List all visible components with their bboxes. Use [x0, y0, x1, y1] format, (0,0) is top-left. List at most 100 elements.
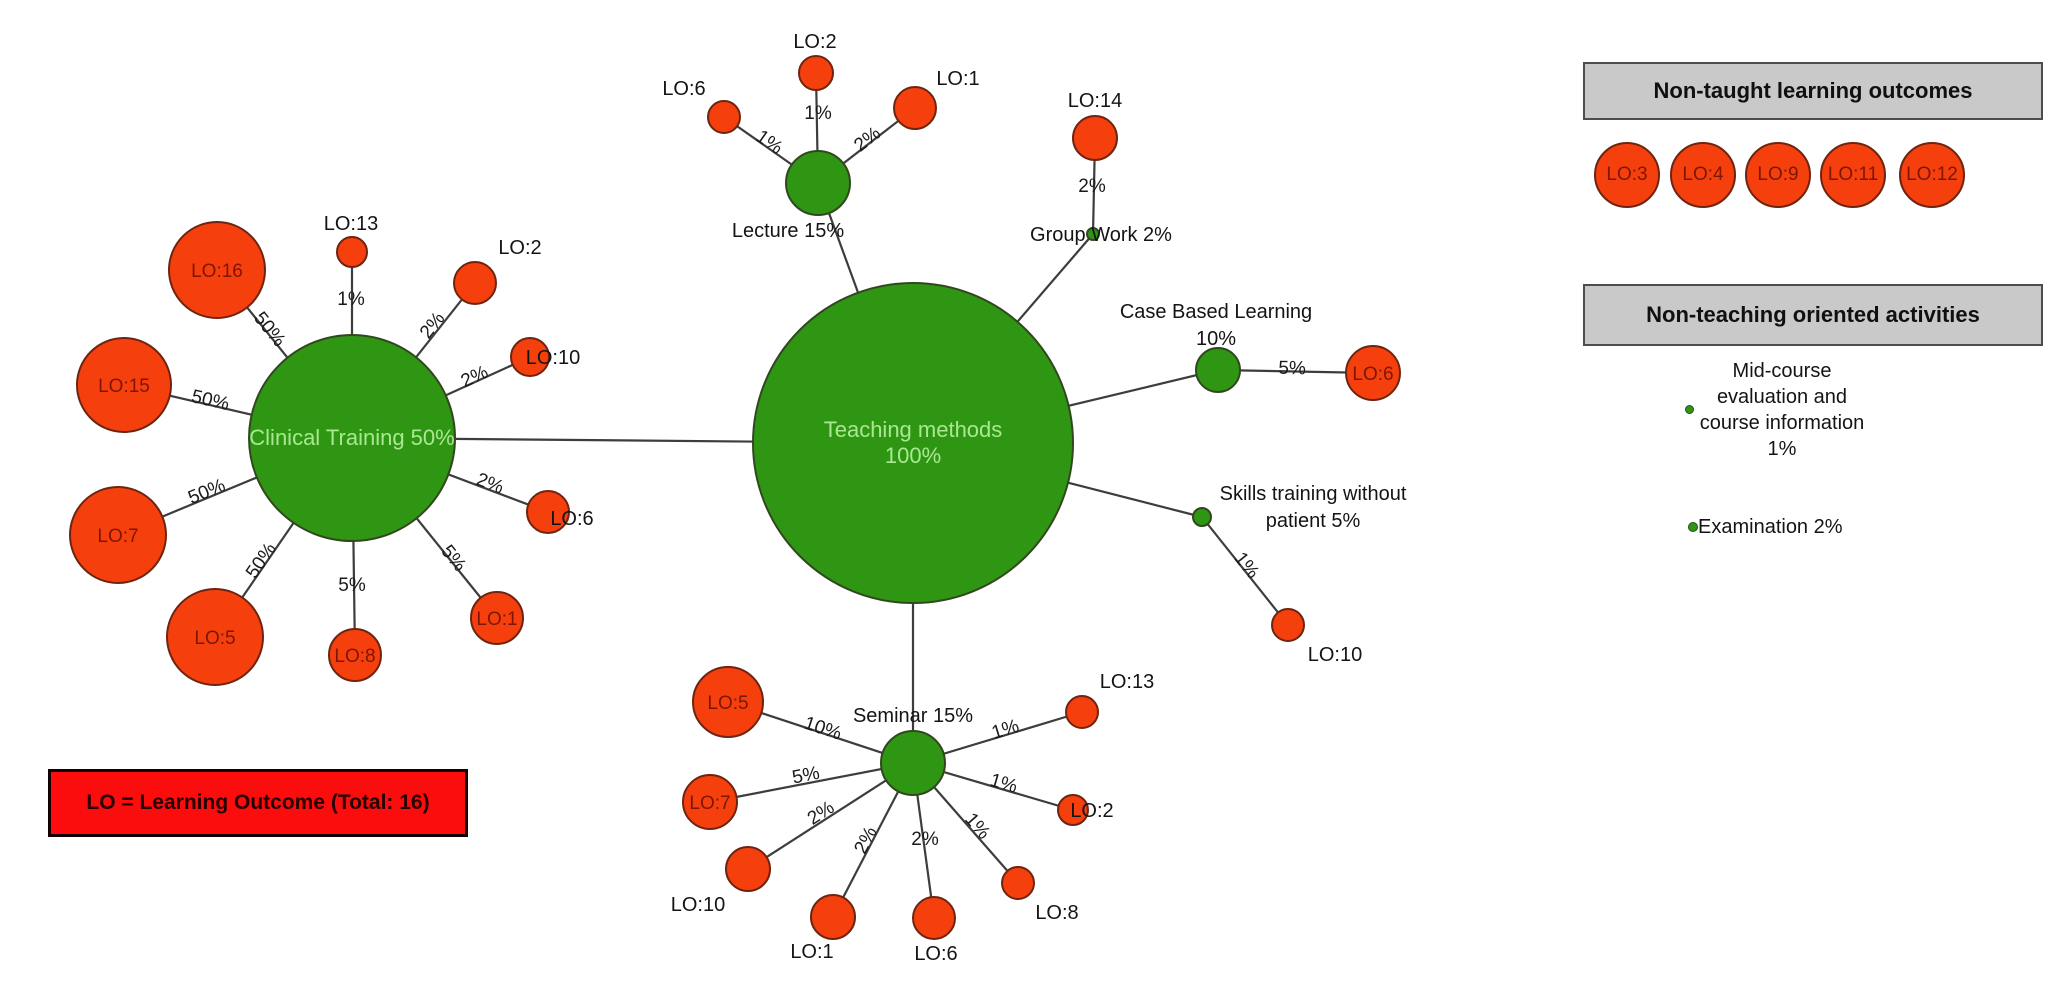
node-l_lo6-label: LO:6: [662, 78, 705, 100]
edge-lecture-l_lo6-pct-label: 1%: [752, 126, 787, 159]
node-s_lo8-label: LO:8: [1035, 902, 1078, 924]
node-c_lo15-label: LO:15: [98, 376, 150, 397]
node-cbl-label: Case Based Learning: [1120, 301, 1312, 323]
node-c_lo1-label: LO:1: [476, 609, 517, 630]
node-skills-label: patient 5%: [1266, 510, 1361, 532]
node-c_lo16-circle: [168, 221, 266, 319]
edge-seminar-s_lo5-pct-label: 10%: [801, 713, 844, 745]
node-sk_lo10-label: LO:10: [1308, 644, 1362, 666]
non-teaching-activities-header: Non-teaching oriented activities: [1583, 284, 2043, 346]
edge-clinical-c_lo7-pct-label: 50%: [185, 475, 228, 509]
node-lecture-circle: [785, 150, 851, 216]
node-teaching-circle: [752, 282, 1074, 604]
non-taught-lo9-circle: LO:9: [1745, 142, 1811, 208]
edge-clinical-c_lo1-pct-label: 5%: [436, 541, 470, 576]
edge-clinical-c_lo13-pct-label: 1%: [337, 289, 365, 310]
node-c_lo16-label: LO:16: [191, 261, 243, 282]
non-taught-lo4-label: LO:4: [1682, 164, 1724, 185]
node-cbl_lo6-circle: [1345, 345, 1401, 401]
node-s_lo5-circle: [692, 666, 764, 738]
node-c_lo6-label: LO:6: [550, 508, 593, 530]
node-skills-circle: [1192, 507, 1212, 527]
edge-clinical-c_lo5-pct-label: 50%: [242, 539, 281, 582]
node-c_lo7-circle: [69, 486, 167, 584]
node-skills-label: Skills training without: [1220, 483, 1407, 505]
node-c_lo6-circle: [526, 490, 570, 534]
node-sk_lo10-circle: [1271, 608, 1305, 642]
node-l_lo2-label: LO:2: [793, 31, 836, 53]
node-clinical-label: Clinical Training 50%: [249, 425, 454, 450]
non-taught-lo12-circle: LO:12: [1899, 142, 1965, 208]
node-s_lo1-label: LO:1: [790, 941, 833, 963]
legend-label: LO = Learning Outcome (Total: 16): [86, 791, 430, 814]
non-taught-lo4-circle: LO:4: [1670, 142, 1736, 208]
midcourse-line-3: course information: [1699, 412, 1865, 434]
edge-seminar-s_lo2-pct-label: 1%: [987, 770, 1019, 798]
node-c_lo7-label: LO:7: [97, 526, 138, 547]
node-seminar-circle: [880, 730, 946, 796]
node-s_lo13-label: LO:13: [1100, 671, 1154, 693]
node-cbl-circle: [1195, 347, 1241, 393]
non-taught-lo3-circle: LO:3: [1594, 142, 1660, 208]
node-s_lo6-label: LO:6: [914, 943, 957, 965]
node-c_lo15-circle: [76, 337, 172, 433]
node-s_lo7-circle: [682, 774, 738, 830]
non-taught-lo11-circle: LO:11: [1820, 142, 1886, 208]
examination-dot-icon: [1688, 522, 1698, 532]
node-c_lo2-circle: [453, 261, 497, 305]
edge-clinical-c_lo15-pct-label: 50%: [189, 386, 231, 415]
node-c_lo8-circle: [328, 628, 382, 682]
node-s_lo2-circle: [1057, 794, 1089, 826]
node-l_lo2-circle: [798, 55, 834, 91]
node-cbl-label: 10%: [1196, 328, 1236, 350]
edge-clinical-c_lo8-pct-label: 5%: [338, 575, 366, 596]
node-s_lo8-circle: [1001, 866, 1035, 900]
edge-seminar-s_lo7: [709, 761, 914, 804]
non-taught-lo3-label: LO:3: [1606, 164, 1648, 185]
node-s_lo1-circle: [810, 894, 856, 940]
node-l_lo1-label: LO:1: [936, 68, 979, 90]
midcourse-dot-icon: [1685, 405, 1694, 414]
node-teaching-label: Teaching methods: [824, 417, 1003, 442]
edge-lecture-l_lo2-pct-label: 1%: [804, 103, 832, 124]
edge-seminar-s_lo8-pct-label: 1%: [960, 809, 994, 844]
node-teaching-label: 100%: [885, 443, 941, 468]
node-c_lo1-circle: [470, 591, 524, 645]
node-groupwork-label: Group Work 2%: [1030, 224, 1172, 246]
midcourse-line-2: evaluation and: [1716, 386, 1848, 408]
edge-skills-sk_lo10: [1201, 516, 1289, 626]
edge-seminar-s_lo10-pct-label: 2%: [804, 797, 839, 830]
node-s_lo10-circle: [725, 846, 771, 892]
edge-cbl-cbl_lo6-pct-label: 5%: [1278, 358, 1306, 380]
edge-seminar-s_lo6-pct-label: 2%: [911, 829, 939, 850]
node-lo14-circle: [1072, 115, 1118, 161]
node-c_lo10-circle: [510, 337, 550, 377]
node-s_lo10-label: LO:10: [671, 894, 725, 916]
node-cbl_lo6-label: LO:6: [1352, 364, 1393, 385]
node-c_lo5-label: LO:5: [194, 628, 235, 649]
node-seminar-label: Seminar 15%: [853, 705, 973, 727]
non-taught-lo12-label: LO:12: [1906, 164, 1958, 185]
edge-clinical-c_lo2-pct-label: 2%: [416, 308, 450, 343]
node-lecture-label: Lecture 15%: [732, 220, 845, 242]
node-c_lo10-label: LO:10: [526, 347, 580, 369]
node-l_lo1-circle: [893, 86, 937, 130]
node-c_lo2-label: LO:2: [498, 237, 541, 259]
edge-seminar-s_lo1-pct-label: 2%: [850, 823, 881, 857]
midcourse-line-1: Mid-course: [1732, 360, 1832, 382]
non-taught-outcomes-title: Non-taught learning outcomes: [1653, 78, 1973, 103]
edge-skills-sk_lo10-pct-label: 1%: [1230, 548, 1264, 583]
non-taught-lo9-label: LO:9: [1757, 164, 1799, 185]
non-taught-lo11-label: LO:11: [1827, 164, 1879, 185]
node-clinical-circle: [248, 334, 456, 542]
edge-lecture-l_lo1-pct-label: 2%: [850, 123, 885, 156]
edge-seminar-s_lo13-pct-label: 1%: [989, 716, 1021, 744]
legend-box: LO = Learning Outcome (Total: 16): [48, 769, 468, 837]
non-teaching-activities-title: Non-teaching oriented activities: [1646, 302, 1980, 327]
node-l_lo6-circle: [707, 100, 741, 134]
node-s_lo13-circle: [1065, 695, 1099, 729]
node-groupwork-circle: [1086, 227, 1100, 241]
node-lo14-label: LO:14: [1068, 90, 1122, 112]
